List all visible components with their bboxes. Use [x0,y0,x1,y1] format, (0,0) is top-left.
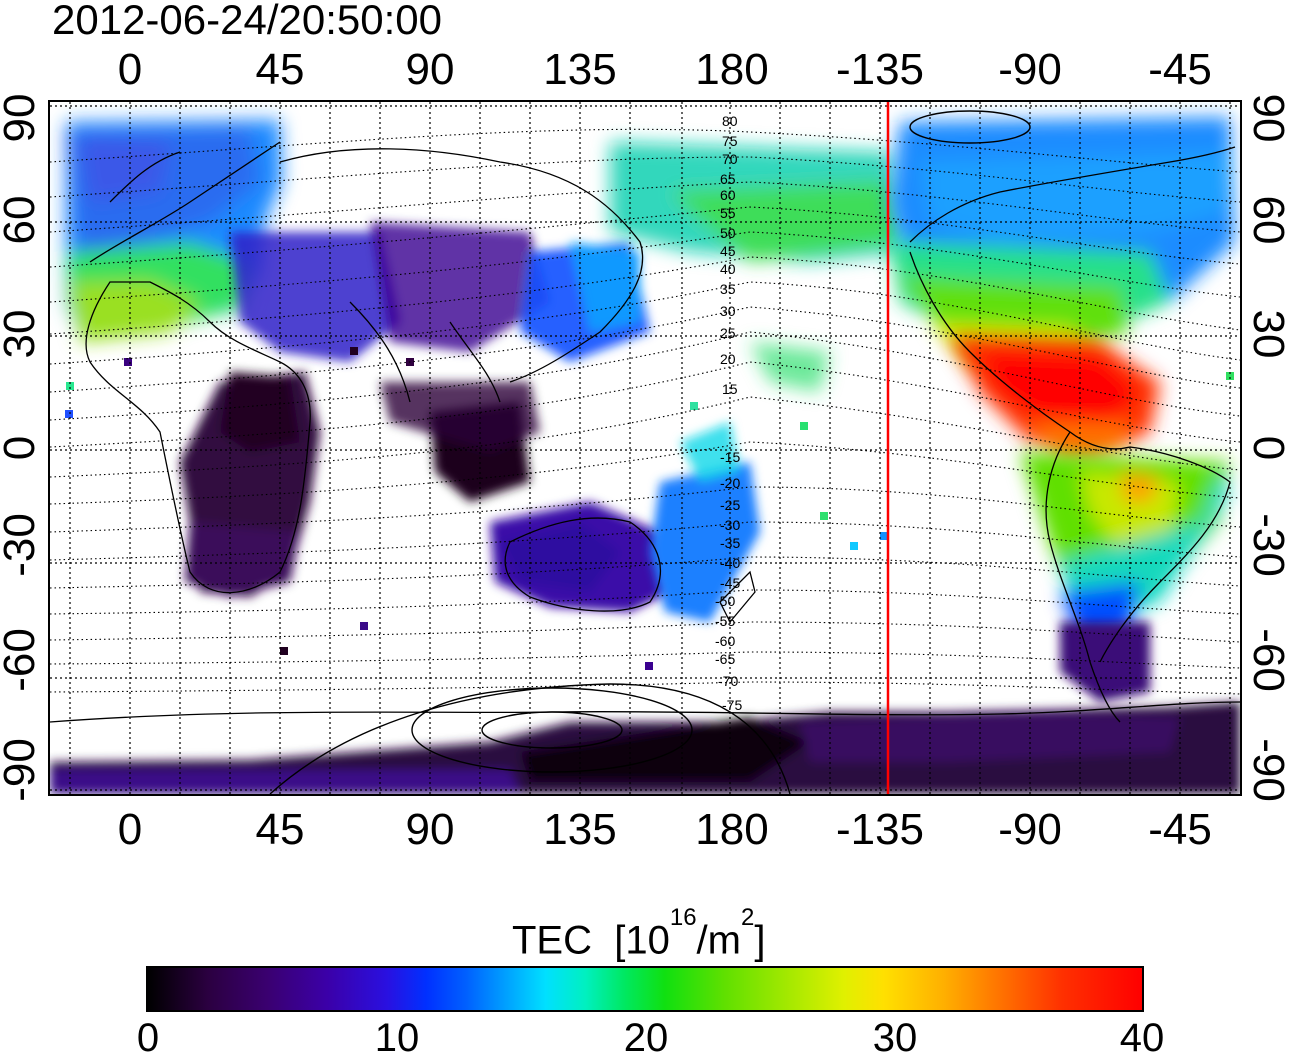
coastlines [50,141,1240,723]
top-lon-label: 45 [255,45,305,94]
right-lat-label: 30 [1244,309,1292,359]
contour-label: 70 [722,151,738,167]
contour-label: -30 [720,517,740,533]
top-lon-label: 180 [695,45,769,94]
contour-label: -45 [720,575,740,591]
bottom-lon-label: 0 [117,805,143,854]
bottom-lon-label: -45 [1148,805,1212,854]
colorbar-tick: 20 [623,1016,669,1060]
left-lat-label: 0 [0,436,44,460]
contour-label: -40 [720,555,740,571]
contour-label: -15 [720,449,740,465]
colorbar-unit-end: ] [754,918,766,963]
tec-map: 80 75 70 65 60 55 50 45 40 35 30 25 20 15 -15 -20 -25 -30… [48,100,1242,796]
contour-label: -65 [715,651,735,667]
contour-label: -25 [720,497,740,513]
left-lat-label: -30 [0,513,44,577]
colorbar-unit-exp: 16 [669,904,697,931]
contour-label: 30 [720,303,736,319]
contour-label: 80 [722,113,738,129]
contour-label: 60 [720,187,736,203]
contour-label: 25 [720,325,736,341]
top-lon-label: -45 [1148,45,1212,94]
magnetic-latitude-contours [50,128,1240,695]
right-lat-label: 60 [1244,195,1292,245]
bottom-lon-label: 180 [695,805,769,854]
colorbar-title: TEC [1016/m2] [512,904,766,964]
right-lat-label: -60 [1244,628,1292,692]
contour-label: 50 [720,225,736,241]
bottom-lon-label: -90 [998,805,1062,854]
top-lon-label: -90 [998,45,1062,94]
colorbar-tick: 0 [136,1016,160,1060]
top-lon-label: 135 [543,45,617,94]
contour-label: -60 [715,633,735,649]
left-lat-label: -90 [0,738,44,802]
contour-label: -20 [720,475,740,491]
left-lat-label: -60 [0,628,44,692]
contour-label: -50 [715,593,735,609]
contour-label: 15 [722,381,738,397]
contour-label: 65 [720,171,736,187]
tec-colorbar [146,966,1144,1012]
graticule [50,102,1240,794]
contour-label: 55 [720,205,736,221]
top-lon-label: 0 [117,45,143,94]
bottom-lon-label: -135 [835,805,925,854]
colorbar-unit-exp2: 2 [740,904,755,931]
colorbar-unit-mid: /m [696,918,741,963]
top-lon-label: 90 [405,45,455,94]
right-lat-label: -90 [1244,738,1292,802]
right-lat-label: -30 [1244,513,1292,577]
left-lat-label: 90 [0,93,44,143]
left-lat-label: 30 [0,309,44,359]
colorbar-label: TEC [512,918,592,963]
tec-data-layer [50,117,1240,794]
contour-label: 20 [720,351,736,367]
contour-label: -75 [722,697,742,713]
contour-label: 75 [722,133,738,149]
colorbar-tick: 10 [374,1016,420,1060]
colorbar-tick: 30 [872,1016,918,1060]
left-lat-label: 60 [0,195,44,245]
colorbar-unit-base: [10 [614,918,670,963]
contour-label: -55 [715,613,735,629]
contour-label: 35 [720,281,736,297]
colorbar-tick: 40 [1119,1016,1165,1060]
bottom-lon-label: 135 [543,805,617,854]
right-lat-label: 90 [1244,93,1292,143]
top-lon-label: -135 [835,45,925,94]
bottom-lon-label: 90 [405,805,455,854]
contour-label: -35 [720,535,740,551]
contour-label: -70 [718,673,738,689]
right-lat-label: 0 [1244,435,1292,461]
contour-label: 45 [720,243,736,259]
bottom-lon-label: 45 [255,805,305,854]
contour-label: 40 [720,261,736,277]
map-title: 2012-06-24/20:50:00 [52,0,442,43]
